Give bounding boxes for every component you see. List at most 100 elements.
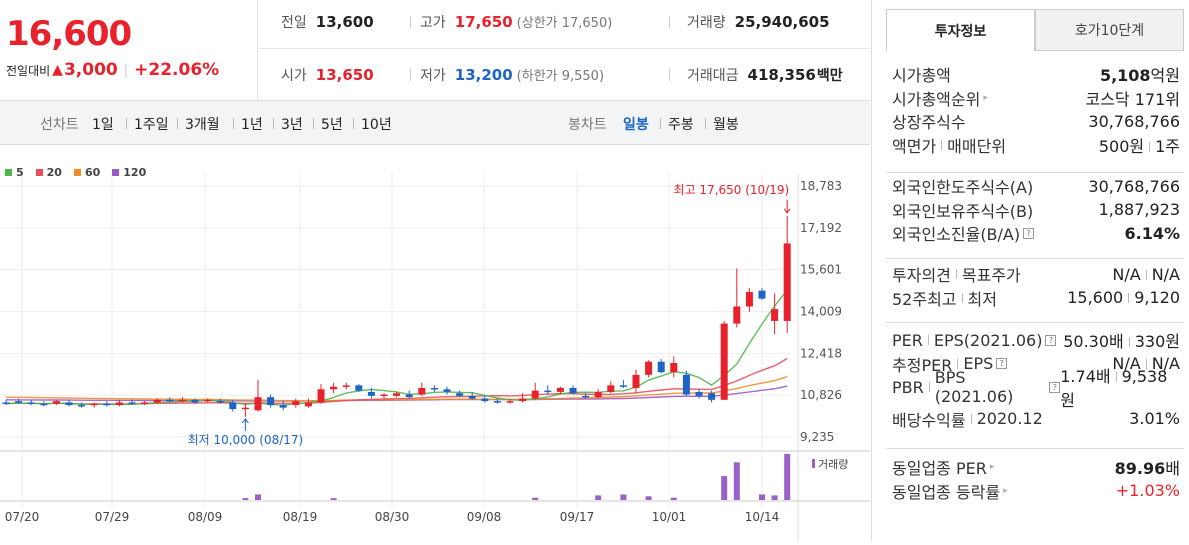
info-value: 89.96배 bbox=[1115, 455, 1180, 479]
period-6[interactable]: 10년 bbox=[361, 117, 392, 133]
candle-body bbox=[65, 402, 73, 406]
divider bbox=[1128, 293, 1130, 303]
divider bbox=[410, 16, 411, 28]
help-icon[interactable]: ? bbox=[1045, 334, 1057, 346]
info-value: 1.74배 9,538원 bbox=[1060, 363, 1180, 411]
high-value: 17,650 bbox=[454, 13, 513, 31]
info-value-text: N/A bbox=[1112, 264, 1141, 284]
info-row: 외국인소진율(B/A)? 6.14% bbox=[892, 221, 1180, 245]
low-value: 13,200 bbox=[454, 66, 513, 84]
candle-period-1[interactable]: 주봉 bbox=[668, 117, 694, 133]
help-icon[interactable]: ? bbox=[1023, 227, 1035, 239]
info-label[interactable]: 동일업종 PER ▸ bbox=[892, 455, 994, 479]
candle-body bbox=[204, 399, 212, 402]
info-value-text: 9,120 bbox=[1134, 288, 1180, 307]
info-value-unit: 배 bbox=[1165, 459, 1180, 478]
divider bbox=[961, 292, 963, 303]
x-tick-label: 07/20 bbox=[5, 510, 40, 524]
chevron-right-icon: ▸ bbox=[1003, 485, 1008, 496]
info-label: PER EPS(2021.06)? bbox=[892, 331, 1057, 350]
tab-invest-info[interactable]: 투자정보 bbox=[886, 9, 1035, 51]
candle-body bbox=[531, 390, 539, 399]
chart-canvas: 18,783 17,192 15,601 14,009 12,418 10,826 9,23… bbox=[0, 174, 870, 541]
info-label-text: 외국인한도주식수(A) bbox=[892, 178, 1034, 197]
info-label: 외국인한도주식수(A) bbox=[892, 174, 1033, 198]
x-tick-label: 10/01 bbox=[652, 510, 687, 524]
period-3[interactable]: 1년 bbox=[241, 117, 263, 133]
tab-order-book[interactable]: 호가10단계 bbox=[1035, 9, 1184, 51]
volume-bar bbox=[645, 496, 652, 500]
help-icon[interactable]: ? bbox=[1049, 381, 1061, 393]
candle-body bbox=[380, 394, 388, 397]
candle-body bbox=[771, 309, 779, 321]
volume-label: 거래량 bbox=[687, 15, 726, 31]
divider bbox=[259, 48, 870, 49]
info-label-text: 시가총액 bbox=[892, 66, 951, 85]
x-tick-label: 09/17 bbox=[560, 510, 595, 524]
info-row: 시가총액 5,108억원 bbox=[892, 63, 1180, 85]
legend-ma-60: 60 bbox=[73, 166, 100, 179]
candle-body bbox=[254, 397, 262, 411]
help-icon[interactable]: ? bbox=[996, 358, 1008, 369]
divider bbox=[928, 382, 930, 392]
info-tabs: 투자정보 호가10단계 bbox=[886, 9, 1184, 51]
info-value-text: 1주 bbox=[1155, 136, 1180, 156]
legend-label: 20 bbox=[46, 166, 62, 179]
divider bbox=[177, 118, 178, 129]
info-label-text: 52주최고 bbox=[892, 289, 957, 309]
max-price-annotation: 최고 17,650 (10/19) bbox=[674, 183, 790, 197]
period-5[interactable]: 5년 bbox=[321, 117, 343, 133]
info-value-text: 30,768,766 bbox=[1088, 176, 1180, 196]
candle-period-0[interactable]: 일봉 bbox=[623, 117, 649, 133]
section-divider bbox=[886, 172, 1184, 173]
x-tick-label: 08/19 bbox=[283, 510, 318, 524]
period-4[interactable]: 3년 bbox=[281, 117, 303, 133]
info-label: 외국인소진율(B/A)? bbox=[892, 221, 1035, 245]
candle-body bbox=[317, 389, 325, 403]
candle-body bbox=[594, 391, 602, 398]
info-value-text: 89.96 bbox=[1114, 459, 1166, 478]
period-1[interactable]: 1주일 bbox=[134, 117, 169, 133]
candle-body bbox=[569, 387, 577, 394]
volume-bar bbox=[759, 494, 765, 500]
info-row: 액면가 매매단위 500원 1주 bbox=[892, 134, 1180, 156]
divider bbox=[927, 335, 929, 345]
ma-5-line bbox=[5, 289, 788, 407]
divider bbox=[1128, 337, 1130, 347]
info-value-text: 30,768,766 bbox=[1088, 111, 1180, 131]
info-label-text: 시가총액순위 bbox=[892, 89, 981, 109]
candle-body bbox=[78, 405, 86, 407]
volume: 거래량 25,940,605 bbox=[687, 12, 830, 32]
lower-limit: (하한가 9,550) bbox=[516, 69, 605, 84]
period-2[interactable]: 3개월 bbox=[185, 117, 220, 133]
info-label-text: 동일업종 등락률 bbox=[892, 482, 1001, 502]
info-row: 상장주식수 30,768,766 bbox=[892, 110, 1180, 133]
candle-period-2[interactable]: 월봉 bbox=[713, 117, 739, 133]
info-value-text: 50.30배 bbox=[1063, 332, 1124, 351]
y-tick-label: 14,009 bbox=[800, 305, 842, 319]
info-row: 투자의견 목표주가 N/A N/A bbox=[892, 263, 1180, 286]
info-row: 시가총액순위 ▸ 코스닥 171위 bbox=[892, 87, 1180, 109]
info-label[interactable]: 동일업종 등락률 ▸ bbox=[892, 479, 1008, 503]
candle-body bbox=[607, 385, 615, 392]
change-amount: 3,000 bbox=[63, 60, 118, 80]
candle-body bbox=[682, 374, 690, 395]
divider bbox=[660, 118, 661, 129]
x-tick-label: 10/14 bbox=[745, 510, 780, 524]
section-divider bbox=[886, 258, 1184, 259]
candle-body bbox=[468, 395, 476, 399]
x-tick-label: 09/08 bbox=[467, 510, 502, 524]
info-value-text: +1.03% bbox=[1115, 481, 1180, 500]
info-label-text: 최저 bbox=[967, 289, 997, 309]
candle-body bbox=[342, 385, 350, 387]
info-label[interactable]: 시가총액순위 ▸ bbox=[892, 86, 988, 110]
info-value: 50.30배 330원 bbox=[1063, 328, 1180, 352]
up-triangle-icon: ▲ bbox=[52, 62, 63, 78]
period-0[interactable]: 1일 bbox=[92, 117, 114, 133]
info-label-text: 외국인소진율(B/A) bbox=[892, 225, 1021, 244]
divider bbox=[1115, 372, 1117, 382]
divider bbox=[957, 358, 959, 369]
info-row: 동일업종 PER ▸ 89.96배 bbox=[892, 456, 1180, 478]
legend-ma-120: 120 bbox=[112, 166, 146, 179]
info-label-text: 투자의견 bbox=[892, 266, 951, 285]
